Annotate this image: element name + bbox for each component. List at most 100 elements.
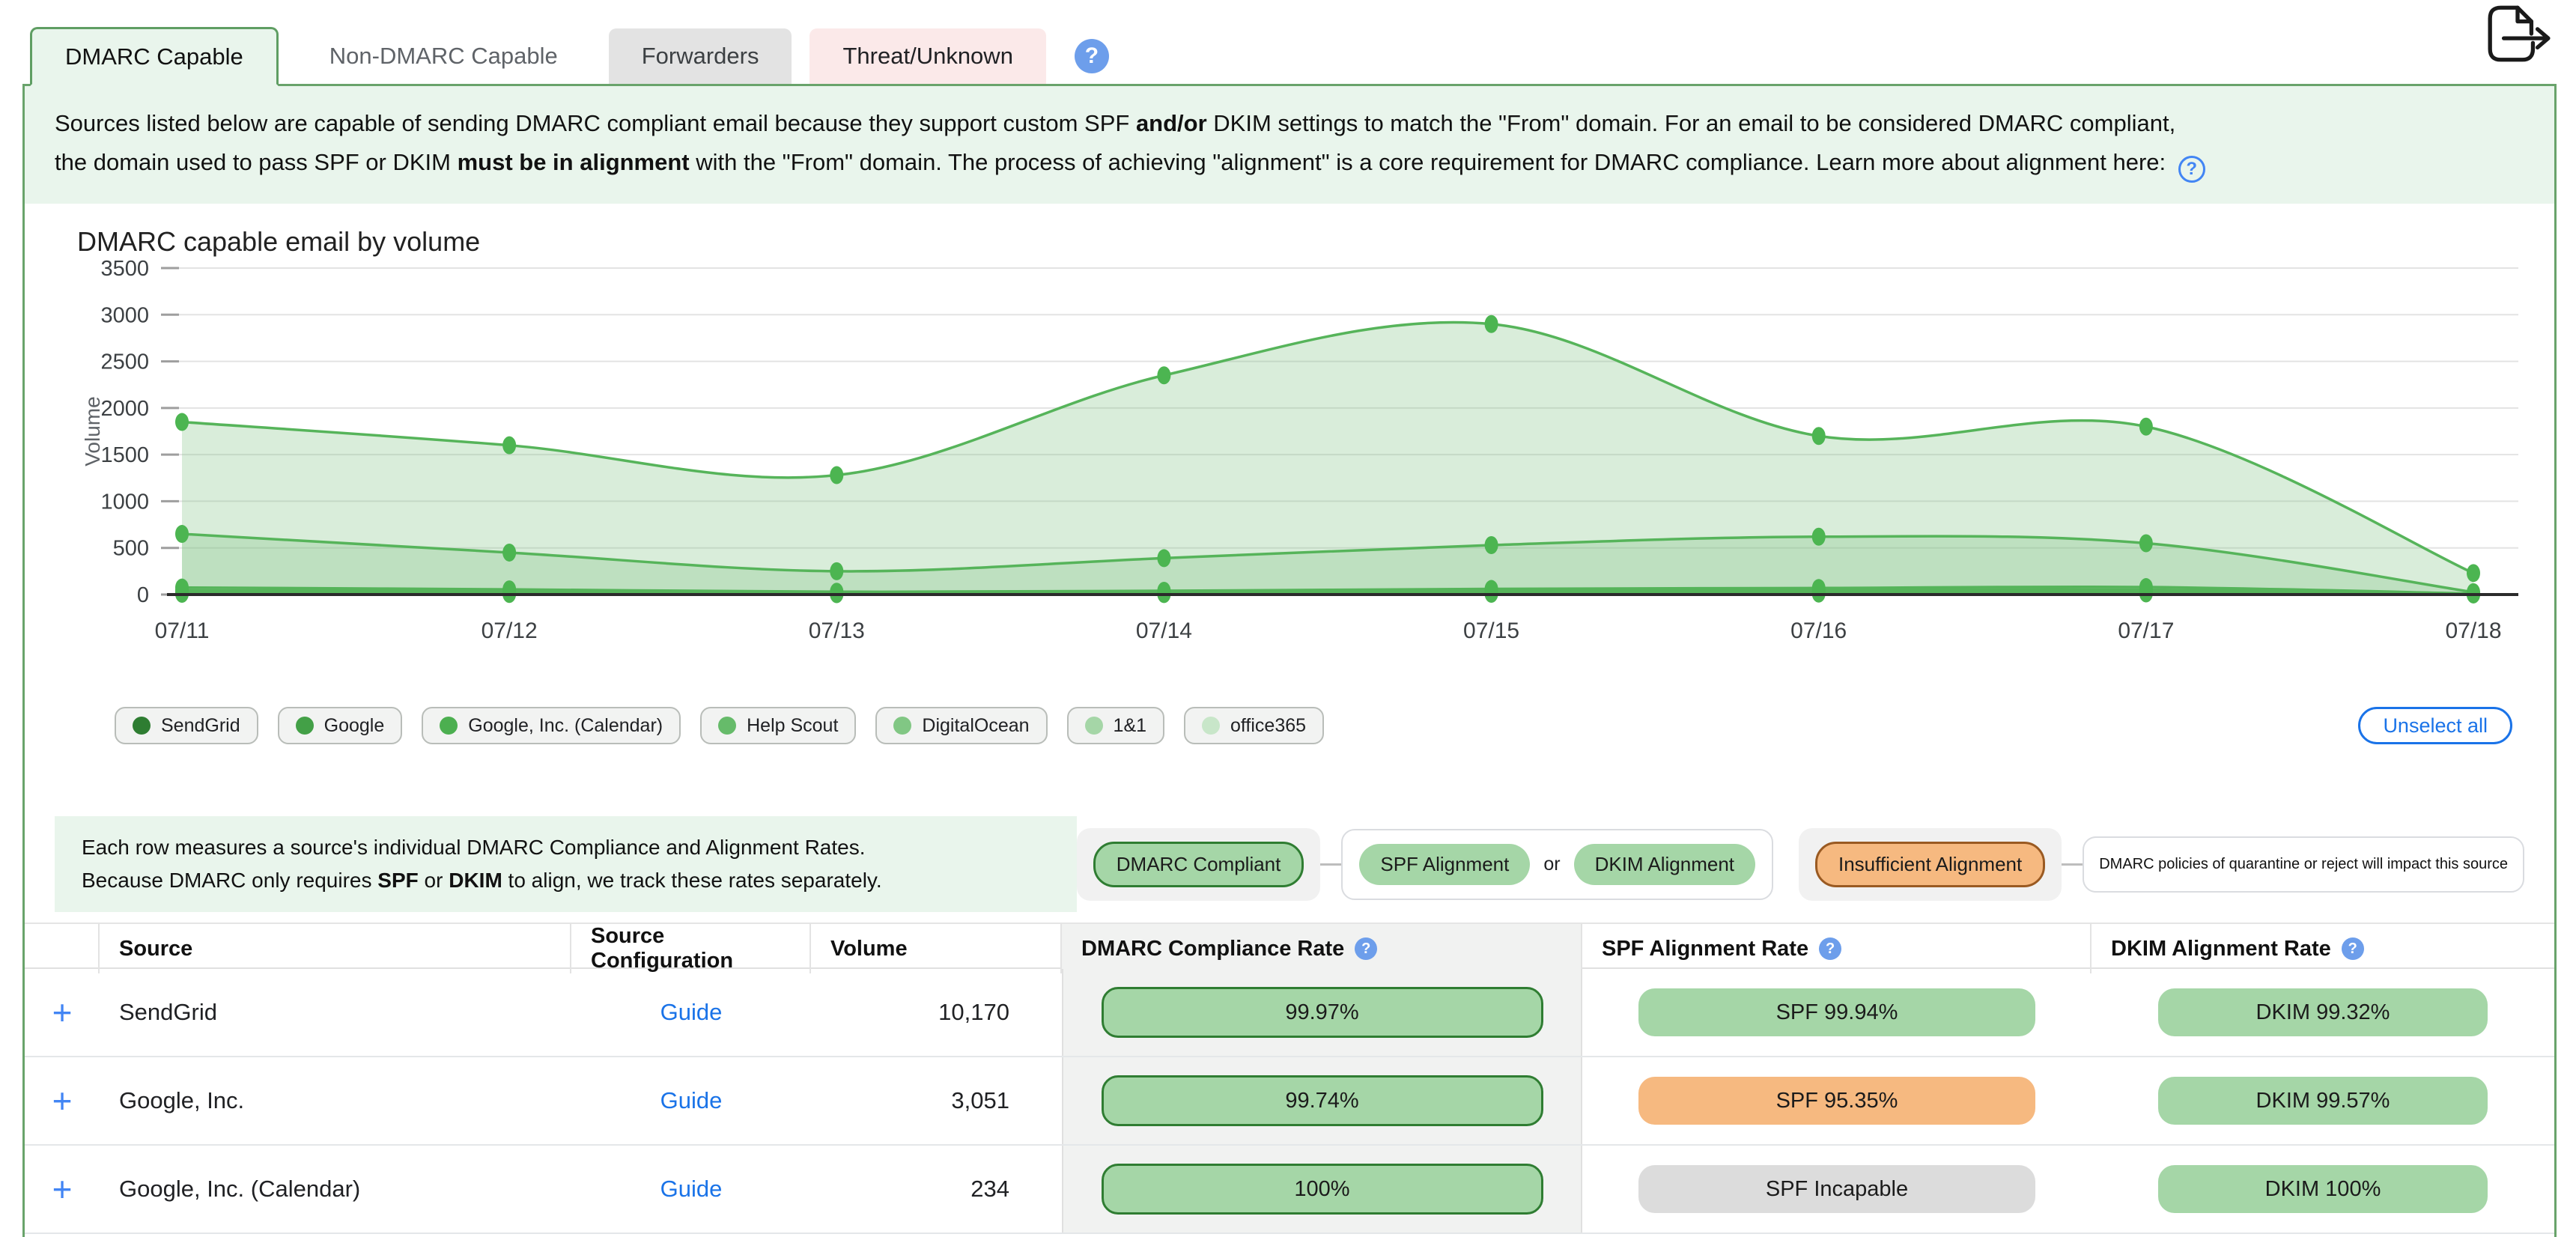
alignment-help-icon[interactable]: ? [2178,156,2205,183]
volume-value: 3,051 [951,1087,1009,1113]
impact-note: DMARC policies of quarantine or reject w… [2083,836,2524,893]
legend-chip-label: Help Scout [747,714,839,736]
svg-text:2500: 2500 [100,350,149,374]
table-row: + Google, Inc. (Calendar) Guide 234 100% SPF … [25,1146,2554,1234]
dmarc-compliance-column-header: DMARC Compliance Rate? [1062,924,1582,973]
svg-text:3000: 3000 [100,303,149,327]
svg-text:07/15: 07/15 [1463,618,1519,643]
legend-chip-label: Google, Inc. (Calendar) [468,714,663,736]
legend-connector [1320,863,1342,866]
source-name: Google, Inc. [119,1087,245,1113]
chart-legend-row: SendGrid Google Google, Inc. (Calendar) Hel… [25,707,2554,744]
spf-alignment-help-icon[interactable]: ? [1819,937,1842,960]
volume-column-header: Volume [811,924,1062,973]
spf-alignment-pill: SPF 99.94% [1638,988,2035,1036]
expand-row-button[interactable]: + [52,1170,73,1209]
dmarc-compliant-badge: DMARC Compliant [1093,841,1304,887]
chart-title: DMARC capable email by volume [77,226,481,257]
legend-chip[interactable]: DigitalOcean [875,707,1048,744]
alignment-legend-card: SPF Alignment or DKIM Alignment [1341,828,1773,900]
tab-content-panel: Sources listed below are capable of send… [22,84,2557,1237]
info-line-2: Because DMARC only requires SPF or DKIM … [82,869,882,892]
legend-dot-icon [133,717,151,735]
volume-value: 10,170 [938,999,1009,1025]
insufficient-alignment-badge: Insufficient Alignment [1815,841,2046,887]
rate-legend: DMARC Compliant SPF Alignment or DKIM Al… [1076,827,2524,901]
svg-text:1000: 1000 [100,490,149,514]
description-line-1: Sources listed below are capable of send… [55,110,2176,136]
table-body: + SendGrid Guide 10,170 99.97% SPF 99.94% DKIM… [25,969,2554,1234]
dkim-alignment-pill: DKIM 99.57% [2158,1077,2488,1125]
chart-legend: SendGrid Google Google, Inc. (Calendar) Hel… [115,707,1325,744]
legend-dot-icon [1084,717,1103,735]
export-button[interactable] [2479,0,2557,70]
dkim-alignment-help-icon[interactable]: ? [2341,937,2364,960]
dmarc-compliance-help-icon[interactable]: ? [1355,937,1378,960]
dkim-alignment-column-header: DKIM Alignment Rate? [2092,924,2554,973]
legend-chip[interactable]: Help Scout [700,707,857,744]
legend-chip[interactable]: Google [277,707,403,744]
tab-dmarc-capable[interactable]: DMARC Capable [30,27,279,86]
svg-text:2000: 2000 [100,397,149,421]
legend-chip-label: DigitalOcean [922,714,1030,736]
meta-row: Each row measures a source's individual … [55,816,2524,912]
svg-text:07/14: 07/14 [1136,618,1192,643]
expand-row-button[interactable]: + [52,1081,73,1120]
dmarc-compliance-pill: 100% [1101,1164,1543,1215]
svg-text:Volume: Volume [81,396,104,466]
spf-alignment-pill: SPF 95.35% [1638,1077,2035,1125]
tab-bar: DMARC Capable Non-DMARC Capable Forwarde… [0,0,2576,86]
legend-chip-label: SendGrid [161,714,240,736]
svg-text:07/13: 07/13 [809,618,865,643]
legend-chip[interactable]: office365 [1184,707,1325,744]
svg-text:1500: 1500 [100,443,149,467]
source-configuration-column-header: Source Configuration [571,924,811,973]
tab-forwarders[interactable]: Forwarders [608,28,792,84]
description-banner: Sources listed below are capable of send… [25,86,2554,204]
guide-link[interactable]: Guide [660,1176,723,1202]
svg-text:07/16: 07/16 [1790,618,1847,643]
source-column-header: Source [100,924,571,973]
svg-text:3500: 3500 [100,258,149,281]
legend-dot-icon [893,717,912,735]
dkim-alignment-pill: DKIM 99.32% [2158,988,2488,1036]
spf-alignment-pill: SPF Incapable [1638,1165,2035,1213]
svg-text:500: 500 [113,537,149,561]
svg-text:07/18: 07/18 [2445,618,2501,643]
legend-chip-label: Google [323,714,385,736]
dkim-alignment-pill: DKIM 100% [2158,1165,2488,1213]
legend-chip-label: office365 [1230,714,1307,736]
or-label: or [1543,853,1561,875]
description-line-2: the domain used to pass SPF or DKIM must… [55,143,2524,183]
spf-alignment-badge: SPF Alignment [1359,843,1531,885]
legend-chip[interactable]: Google, Inc. (Calendar) [422,707,681,744]
guide-link[interactable]: Guide [660,1087,723,1113]
legend-dot-icon [440,717,458,735]
info-line-1: Each row measures a source's individual … [82,836,866,859]
guide-link[interactable]: Guide [660,999,723,1025]
rates-info-box: Each row measures a source's individual … [55,816,1077,912]
dmarc-compliance-pill: 99.74% [1101,1075,1543,1126]
table-row: + SendGrid Guide 10,170 99.97% SPF 99.94% DKIM… [25,969,2554,1057]
legend-dot-icon [295,717,314,735]
volume-area-chart: 3500 3000 2500 2000 1500 1000 500 0 Volume 07/11 0… [81,258,2518,643]
legend-chip[interactable]: SendGrid [115,707,258,744]
legend-connector [2062,863,2083,866]
expand-row-button[interactable]: + [52,993,73,1032]
legend-dot-icon [1202,717,1221,735]
expand-column-header [25,924,100,973]
svg-text:0: 0 [137,583,149,607]
table-row: + Google, Inc. Guide 3,051 99.74% SPF 95.35% D… [25,1057,2554,1146]
insufficient-legend-card: Insufficient Alignment [1799,827,2062,901]
tab-threat-unknown[interactable]: Threat/Unknown [809,28,1046,84]
tab-non-dmarc-capable[interactable]: Non-DMARC Capable [296,28,591,84]
table-header-row: Source Source Configuration Volume DMARC… [25,923,2554,973]
legend-dot-icon [718,717,737,735]
tabs-help-icon[interactable]: ? [1074,39,1109,73]
dmarc-compliance-pill: 99.97% [1101,987,1543,1038]
dkim-alignment-badge: DKIM Alignment [1573,843,1755,885]
unselect-all-button[interactable]: Unselect all [2358,707,2512,744]
legend-chip[interactable]: 1&1 [1066,707,1165,744]
svg-text:07/17: 07/17 [2118,618,2174,643]
